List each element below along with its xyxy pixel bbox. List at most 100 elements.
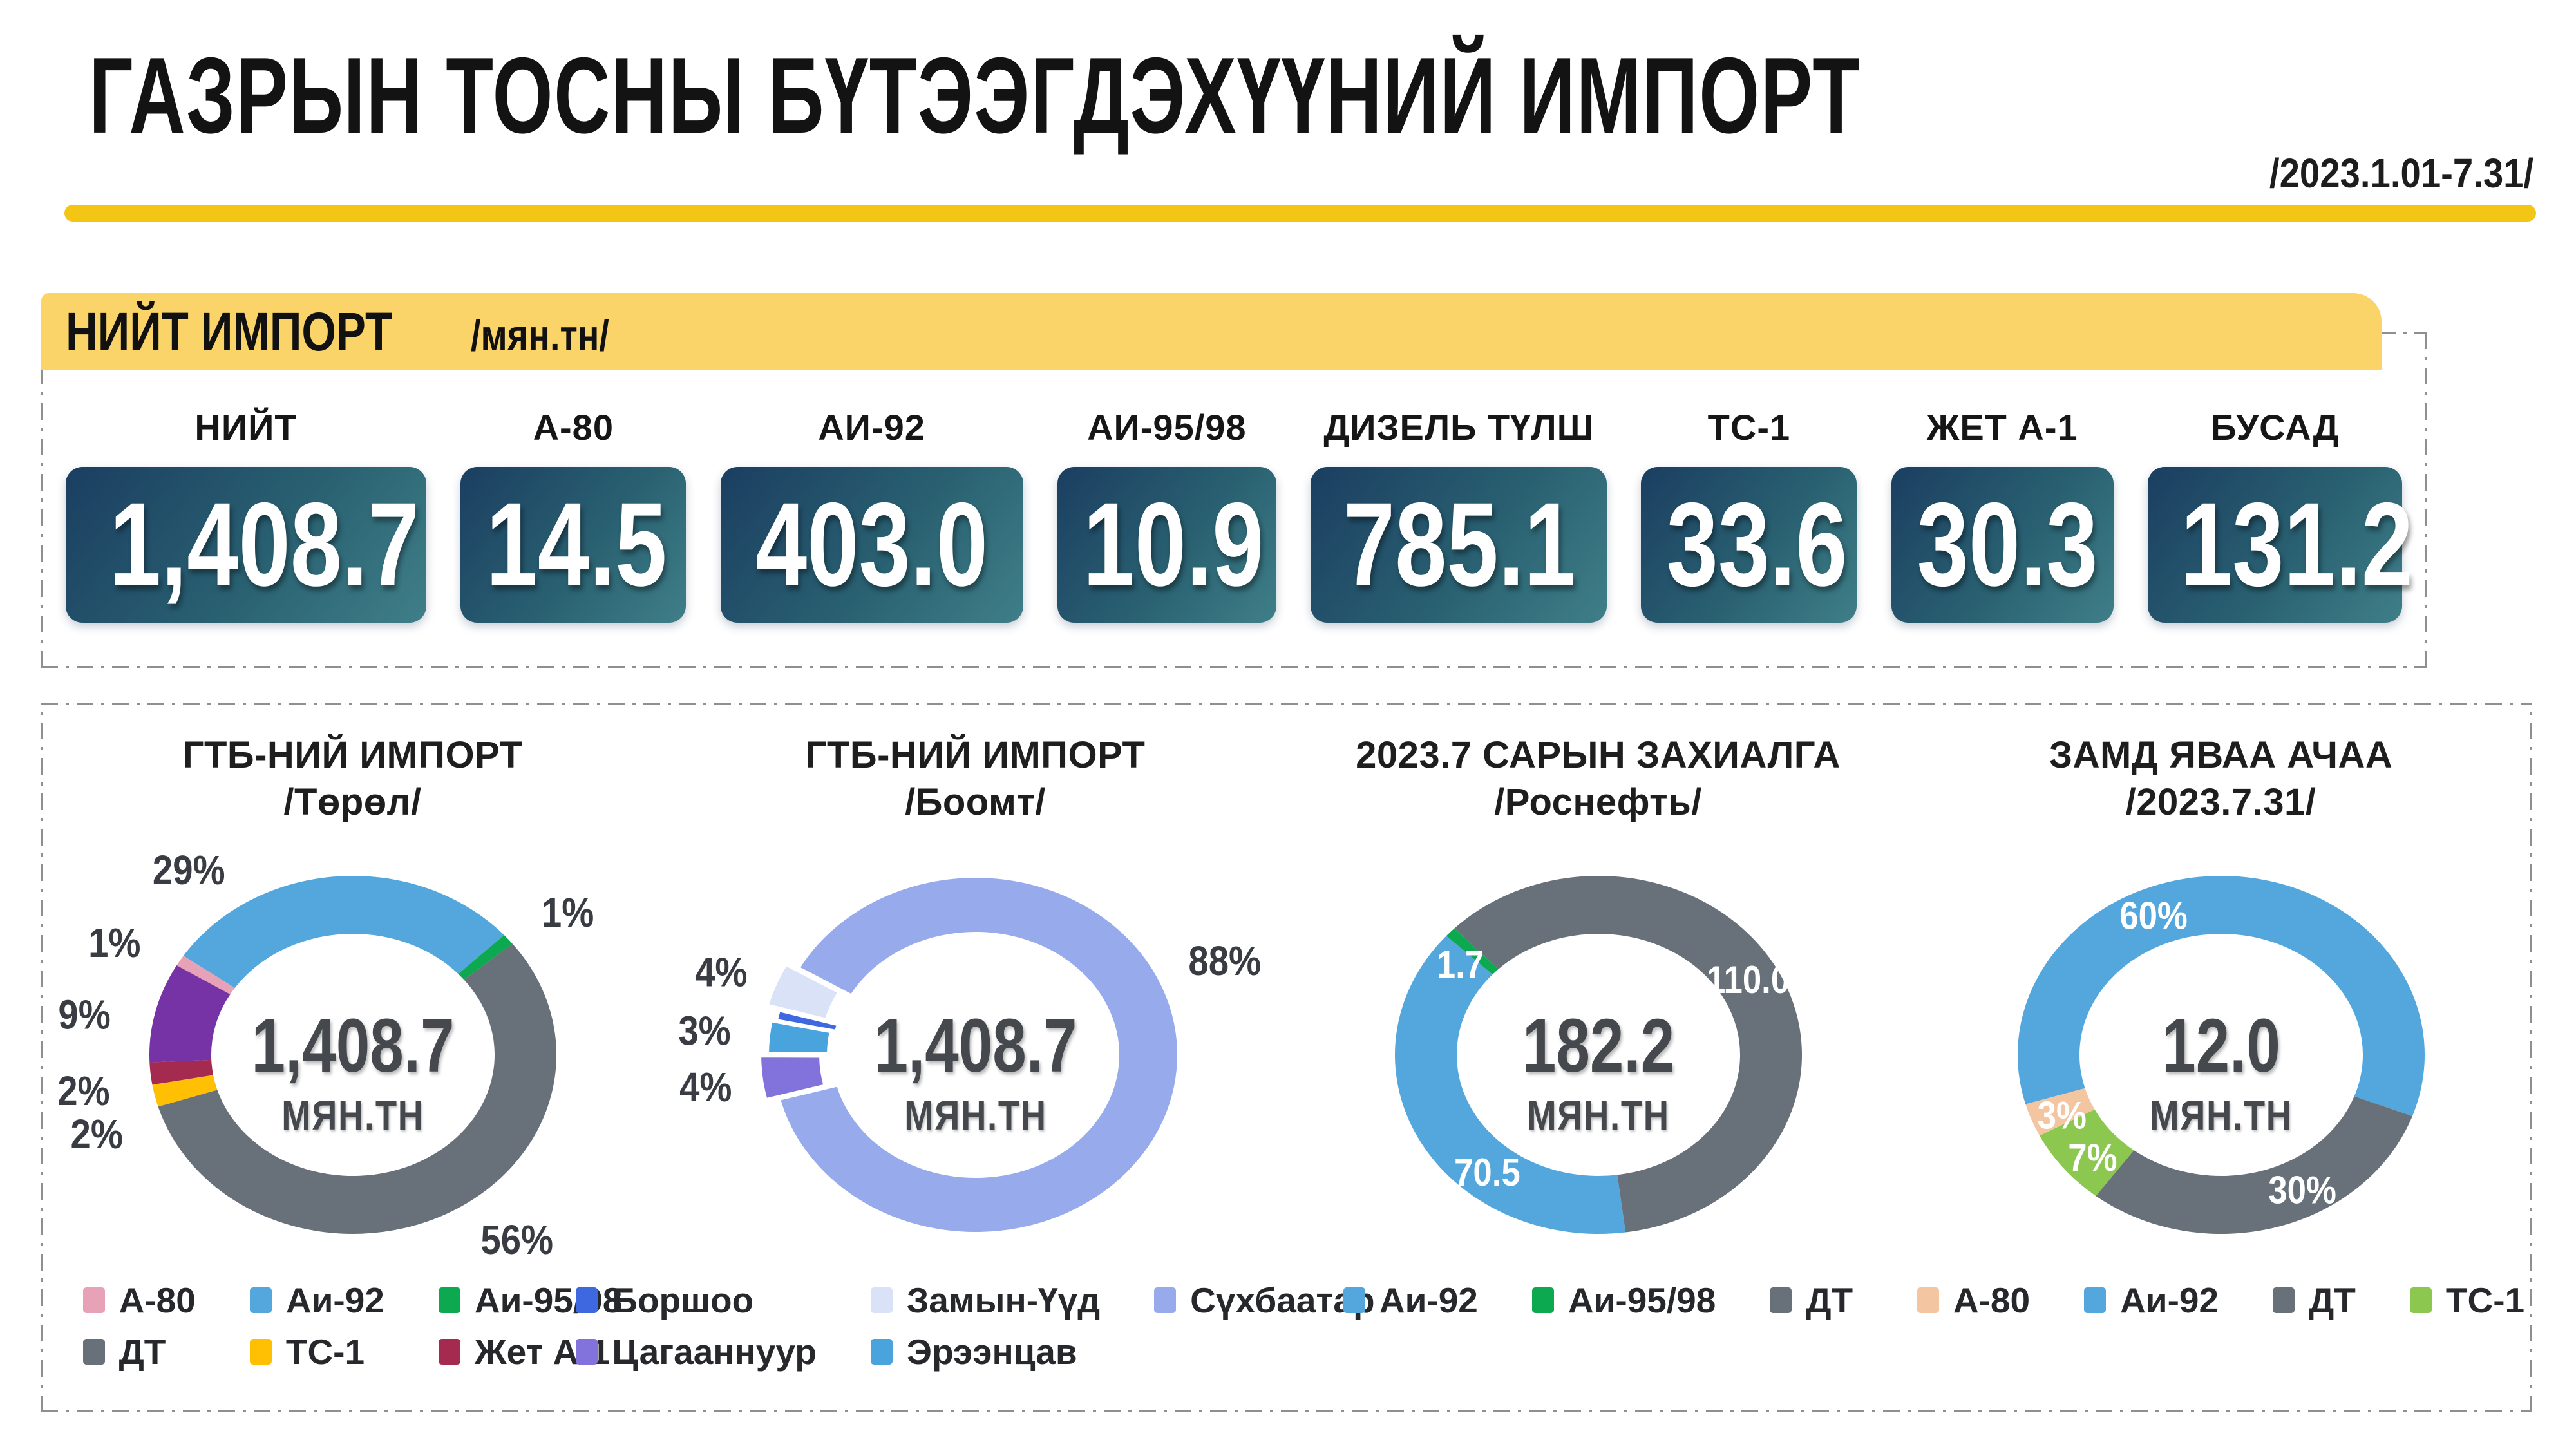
donut-slice [1394, 936, 1625, 1235]
legend-swatch [1343, 1287, 1365, 1314]
chart-column: ГТБ-НИЙ ИМПОРТ/Төрөл/1% 29% 1% 56% 2% 2% 9% 1,4… [41, 703, 664, 1412]
donut-slice [1446, 928, 1498, 975]
legend-item: Аи-92 [1343, 1280, 1478, 1321]
legend-label: А-80 [118, 1280, 196, 1321]
donut-slice [157, 943, 556, 1235]
donut-chart: 60% 30% 7% 3% 12.0 МЯН.ТН [1918, 829, 2524, 1283]
donut-slice [1454, 876, 1802, 1233]
legend-item: Аи-92 [2084, 1280, 2219, 1321]
chart-subtitle: /Төрөл/ [283, 781, 422, 824]
legend-label: ДТ [1806, 1280, 1853, 1321]
chart-column: ГТБ-НИЙ ИМПОРТ/Боомт/88% 4% 3% 4% 1,408.7 МЯН… [576, 703, 1375, 1412]
donut-slice [764, 961, 842, 1023]
legend-label: Аи-92 [2120, 1280, 2219, 1321]
legend-item: Боршоо [576, 1280, 816, 1321]
legend-item: ДТ [2273, 1280, 2356, 1321]
donut-slice [149, 1060, 213, 1085]
donut-slice [2039, 1109, 2134, 1197]
chart-column: ЗАМД ЯВАА АЧАА/2023.7.31/60% 30% 7% 3% 12.0 М… [1909, 703, 2532, 1412]
legend-swatch [1154, 1287, 1177, 1314]
slice-label: 110.0 [1707, 958, 1790, 1001]
date-range: /2023.1.01-7.31/ [2269, 150, 2533, 196]
chart-title-line1: ЗАМД ЯВАА АЧАА [2049, 734, 2393, 776]
kpi-label: АИ-95/98 [1087, 407, 1247, 448]
legend-item: ДТ [1770, 1280, 1853, 1321]
legend-swatch [870, 1339, 893, 1365]
slice-label: 1% [541, 889, 593, 936]
slice-label: 3% [678, 1007, 730, 1054]
chart-legend: А-80 Аи-92 Аи-95/98 ДТ ТС-1 Жет А-1 [82, 1280, 623, 1372]
chart-title: ГТБ-НИЙ ИМПОРТ/Боомт/ [806, 732, 1146, 826]
slice-label: 4% [695, 949, 747, 995]
donut-center-unit: МЯН.ТН [904, 1092, 1046, 1139]
legend-label: А-80 [1953, 1280, 2031, 1321]
kpi-value: 14.5 [486, 478, 667, 611]
kpi-label: НИЙТ [194, 407, 298, 448]
charts-panel: ГТБ-НИЙ ИМПОРТ/Төрөл/1% 29% 1% 56% 2% 2% 9% 1,4… [41, 703, 2532, 1412]
kpi-card: 33.6 [1641, 467, 1857, 623]
legend-swatch [1917, 1287, 1939, 1314]
legend-label: Аи-95/98 [474, 1280, 623, 1321]
kpi-column: НИЙТ 1,408.7 [66, 408, 426, 623]
donut-slice [151, 1075, 217, 1107]
chart-title: ЗАМД ЯВАА АЧАА/2023.7.31/ [2049, 732, 2393, 826]
kpi-value: 10.9 [1083, 478, 1264, 611]
slice-label: 60% [2119, 894, 2188, 937]
legend-label: Аи-92 [285, 1280, 384, 1321]
donut-slice [457, 935, 513, 980]
kpi-label: ДИЗЕЛЬ ТҮЛШ [1323, 407, 1594, 448]
donut-slice [2025, 1088, 2095, 1136]
legend-swatch [82, 1339, 105, 1365]
chart-subtitle: /Роснефть/ [1494, 781, 1702, 824]
kpi-value: 30.3 [1917, 478, 2098, 611]
kpi-card: 10.9 [1057, 467, 1276, 623]
legend-label: ТС-1 [285, 1332, 365, 1372]
legend-item: А-80 [82, 1280, 196, 1321]
slice-label: 3% [2037, 1094, 2086, 1137]
summary-band-title: НИЙТ ИМПОРТ [66, 301, 393, 362]
legend-swatch [576, 1339, 598, 1365]
legend-swatch [870, 1287, 893, 1314]
kpi-label: АИ-92 [818, 407, 925, 448]
kpi-card: 1,408.7 [66, 467, 426, 623]
legend-item: Аи-95/98 [1531, 1280, 1716, 1321]
chart-title: 2023.7 САРЫН ЗАХИАЛГА/Роснефть/ [1356, 732, 1841, 826]
slice-label: 2% [57, 1068, 109, 1114]
legend-label: Аи-95/98 [1567, 1280, 1716, 1321]
legend-label: Замын-Үүд [906, 1280, 1101, 1321]
kpi-column: А-80 14.5 [460, 408, 687, 623]
legend-swatch [1770, 1287, 1792, 1314]
legend-item: Аи-92 [249, 1280, 384, 1321]
kpi-column: БУСАД 131.2 [2147, 408, 2413, 623]
slice-label: 9% [58, 991, 110, 1037]
kpi-card: 30.3 [1891, 467, 2114, 623]
chart-title-line1: ГТБ-НИЙ ИМПОРТ [805, 734, 1146, 776]
legend-swatch [2409, 1287, 2432, 1314]
legend-label: ДТ [2309, 1280, 2356, 1321]
kpi-label: ЖЕТ А-1 [1926, 407, 2078, 448]
donut-chart: 1% 29% 1% 56% 2% 2% 9% 1,408.7 МЯН.ТН [50, 829, 656, 1283]
slice-label: 70.5 [1454, 1151, 1520, 1194]
legend-item: Аи-95/98 [438, 1280, 623, 1321]
slice-label: 30% [2268, 1169, 2336, 1212]
chart-title: ГТБ-НИЙ ИМПОРТ/Төрөл/ [183, 732, 523, 826]
donut-chart: 88% 4% 3% 4% 1,408.7 МЯН.ТН [673, 829, 1278, 1283]
legend-item: А-80 [1917, 1280, 2030, 1321]
slice-label: 2% [70, 1111, 122, 1157]
kpi-card: 785.1 [1311, 467, 1607, 623]
legend-label: Эрээнцав [906, 1332, 1077, 1372]
donut-slice [776, 874, 1181, 1236]
legend-swatch [82, 1287, 105, 1314]
legend-item: ДТ [82, 1331, 196, 1372]
donut-center-value: 182.2 [1522, 1003, 1674, 1088]
legend-swatch [2084, 1287, 2107, 1314]
legend-label: ДТ [118, 1332, 166, 1372]
legend-item: Эрээнцав [870, 1331, 1100, 1372]
page-title: ГАЗРЫН ТОСНЫ БҮТЭЭГДЭХҮҮНИЙ ИМПОРТ [89, 35, 1861, 156]
slice-label: 7% [2068, 1136, 2117, 1179]
summary-band-unit: /мян.тн/ [470, 311, 609, 360]
charts-row: ГТБ-НИЙ ИМПОРТ/Төрөл/1% 29% 1% 56% 2% 2% 9% 1,4… [41, 703, 2532, 1412]
chart-column: 2023.7 САРЫН ЗАХИАЛГА/Роснефть/110.0 70.5… [1287, 703, 1909, 1412]
legend-swatch [2273, 1287, 2295, 1314]
